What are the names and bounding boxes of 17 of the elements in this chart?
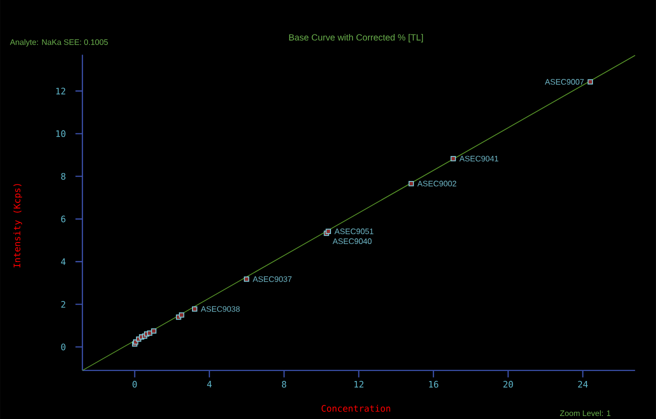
y-tick-label: 4 bbox=[61, 258, 66, 265]
x-axis-title: Concentration bbox=[322, 404, 390, 412]
y-axis-title: Intensity (Kcps) bbox=[13, 184, 22, 268]
x-tick-label: 0 bbox=[132, 380, 137, 388]
y-tick-label: 6 bbox=[61, 216, 66, 222]
x-tick-label: 4 bbox=[207, 380, 212, 388]
x-tick-label: 16 bbox=[429, 380, 438, 388]
y-tick-label: 2 bbox=[61, 300, 66, 308]
x-tick-label: 12 bbox=[354, 380, 364, 388]
y-tick-label: 0 bbox=[61, 343, 66, 350]
x-tick-label: 24 bbox=[578, 380, 588, 388]
y-tick-label: 12 bbox=[56, 88, 66, 94]
x-tick-label: 8 bbox=[282, 380, 286, 388]
x-tick-label: 20 bbox=[503, 380, 513, 388]
y-tick-label: 8 bbox=[61, 172, 66, 180]
chart-title: Base Curve with Corrected % [TL] bbox=[289, 34, 423, 42]
y-tick-label: 10 bbox=[56, 130, 66, 137]
